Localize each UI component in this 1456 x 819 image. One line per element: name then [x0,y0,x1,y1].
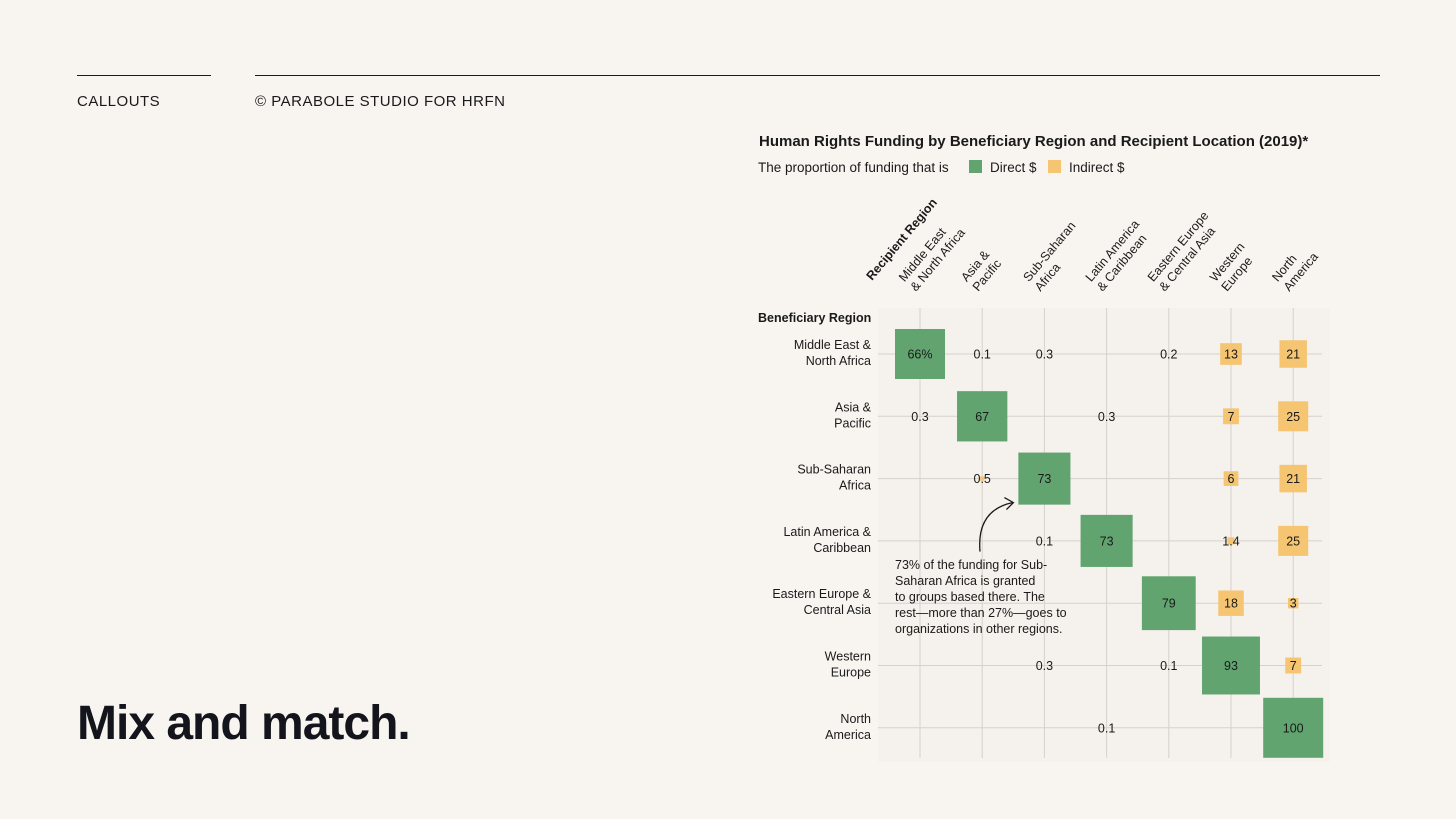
section-label: CALLOUTS [77,93,161,110]
cell-value-label: 67 [975,410,989,424]
row-label: Latin America & [783,525,871,539]
cell-value-label: 0.3 [1036,659,1053,673]
row-label: America [825,728,871,742]
row-label: Caribbean [813,541,871,555]
headline: Mix and match. [77,697,411,750]
indirect-cell [1288,598,1299,609]
row-label: Asia & [835,400,872,414]
cell-value-label: 0.3 [1098,410,1115,424]
annotation-text: to groups based there. The [895,590,1045,604]
row-label: Africa [839,479,871,493]
indirect-cell [1279,464,1307,493]
direct-cell [1018,452,1071,505]
cell-value-label: 0.1 [1098,721,1115,735]
row-label: Middle East & [794,338,872,352]
cell-value-label: 79 [1162,597,1176,611]
row-label: Eastern Europe & [772,587,871,601]
direct-cell [1202,636,1260,695]
annotation-text: organizations in other regions. [895,622,1062,636]
cell-value-label: 21 [1286,472,1300,486]
direct-cell [957,391,1008,442]
header-rule-right [255,75,1380,76]
indirect-cell [980,476,985,481]
annotation-arrowhead [1004,497,1015,511]
row-label: Sub-Saharan [797,463,871,477]
cell-value-label: 0.3 [911,410,928,424]
indirect-cell [1278,401,1309,432]
direct-cell [1080,514,1133,567]
col-label-group: Asia &Pacific [958,247,1004,294]
row-label: North Africa [806,354,871,368]
annotation-text: rest—more than 27%—goes to [895,606,1067,620]
cell-value-label: 100 [1283,721,1304,735]
indirect-cell [1278,525,1309,556]
indirect-cell [1223,408,1239,425]
indirect-cell [1285,657,1302,674]
row-label: Central Asia [804,603,871,617]
annotation-arrow [979,501,1013,552]
row-label: North [840,712,871,726]
cell-value-label: 73 [1100,534,1114,548]
cell-value-label: 25 [1286,410,1300,424]
cell-value-label: 6 [1228,472,1235,486]
row-label: Western [825,650,871,664]
cell-value-label: 25 [1286,534,1300,548]
direct-cell [895,329,945,379]
legend-prefix: The proportion of funding that is [758,160,949,175]
legend-swatch-direct [969,160,982,173]
indirect-cell [1223,471,1239,486]
cell-value-label: 18 [1224,597,1238,611]
cell-value-label: 1.4 [1222,534,1239,548]
direct-cell [1263,697,1324,758]
cell-value-label: 0.5 [974,472,991,486]
cell-value-label: 66% [907,348,932,362]
cell-value-label: 0.1 [974,348,991,362]
legend-label-direct: Direct $ [990,160,1037,175]
col-label-group: Eastern Europe& Central Asia [1145,209,1218,294]
annotation-text: 73% of the funding for Sub- [895,558,1047,572]
indirect-cell [1218,590,1244,616]
chart-title: Human Rights Funding by Beneficiary Regi… [759,133,1308,150]
annotation-text: Saharan Africa is granted [895,574,1035,588]
indirect-cell [1279,340,1307,368]
row-axis-title: Beneficiary Region [758,311,871,325]
cell-value-label: 73 [1037,472,1051,486]
cell-value-label: 3 [1290,597,1297,611]
row-label: Pacific [834,416,871,430]
row-label: Europe [831,666,871,680]
cell-value-label: 13 [1224,348,1238,362]
direct-cell [1141,576,1196,631]
col-label-group: Latin America& Caribbean [1083,217,1150,294]
cell-value-label: 0.2 [1160,348,1177,362]
indirect-cell [1227,537,1235,545]
header-rule-left [77,75,211,76]
cell-value-label: 0.3 [1036,348,1053,362]
legend-swatch-indirect [1048,160,1061,173]
cell-value-label: 7 [1290,659,1297,673]
legend-label-indirect: Indirect $ [1069,160,1125,175]
cell-value-label: 0.1 [1160,659,1177,673]
credit-label: © PARABOLE STUDIO FOR HRFN [255,93,506,110]
cell-value-label: 21 [1286,348,1300,362]
indirect-cell [1220,343,1242,365]
cell-value-label: 93 [1224,659,1238,673]
cell-value-label: 7 [1228,410,1235,424]
cell-value-label: 0.1 [1036,534,1053,548]
